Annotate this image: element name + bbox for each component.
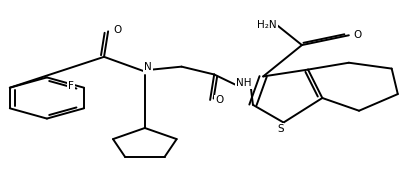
Text: S: S xyxy=(277,124,284,134)
Text: H₂N: H₂N xyxy=(257,19,277,30)
Text: O: O xyxy=(354,30,362,40)
Text: O: O xyxy=(113,25,121,35)
Text: NH: NH xyxy=(236,78,252,88)
Text: F: F xyxy=(68,81,74,91)
Text: O: O xyxy=(215,95,223,105)
Text: N: N xyxy=(144,62,152,72)
